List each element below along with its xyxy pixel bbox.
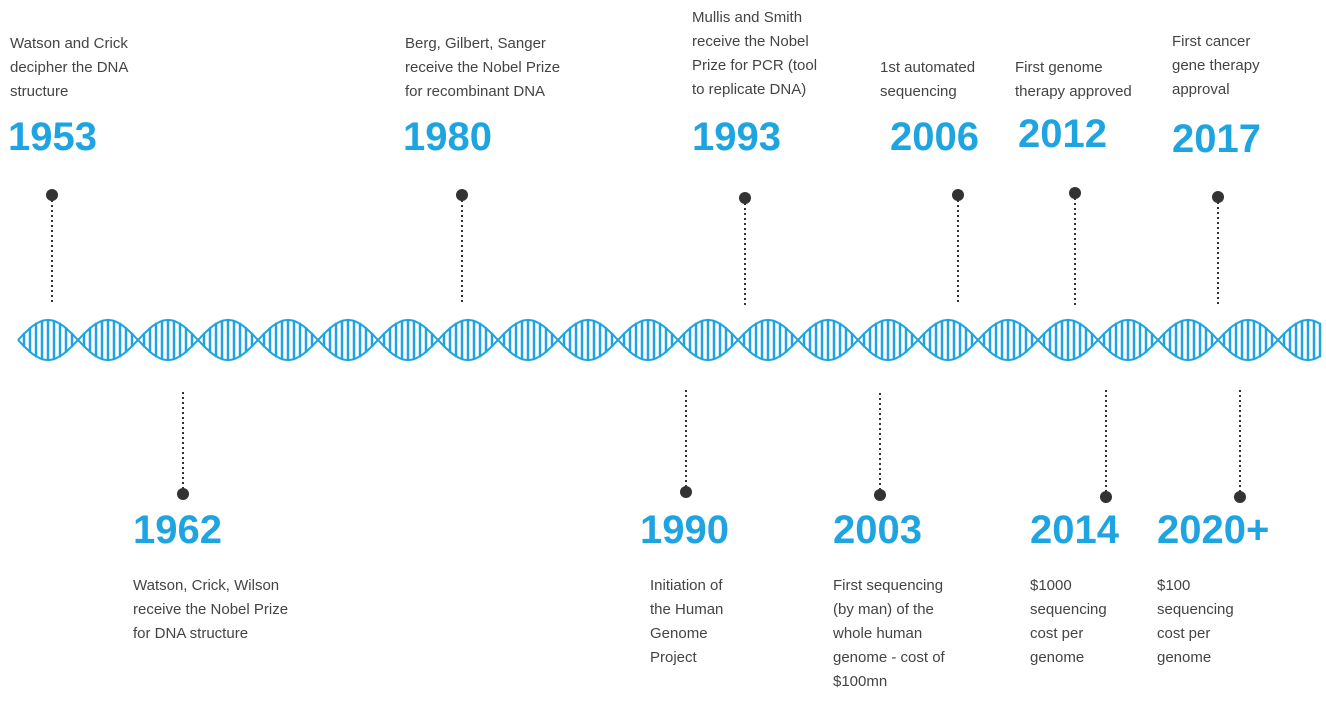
event-year: 1962 [133, 508, 222, 552]
event-text: First genome [1015, 59, 1103, 76]
event-year: 2006 [890, 115, 979, 159]
event-text: cost per [1157, 625, 1210, 642]
event-year: 2017 [1172, 117, 1261, 161]
event-text: sequencing [1030, 601, 1107, 618]
event-text: Prize for PCR (tool [692, 57, 817, 74]
event: 2014 $1000 sequencing cost per genome [1030, 390, 1120, 666]
event-text: $100 [1157, 577, 1190, 594]
event-text: genome - cost of [833, 649, 946, 666]
event-text: therapy approved [1015, 83, 1132, 100]
event-text: Mullis and Smith [692, 9, 802, 26]
event-text: approval [1172, 81, 1230, 98]
event-text: receive the Nobel Prize [405, 59, 560, 76]
event-text: Watson, Crick, Wilson [133, 577, 279, 594]
event: 1990 Initiation of the Human Genome Project [640, 390, 729, 666]
event-text: to replicate DNA) [692, 81, 806, 98]
dot [46, 189, 58, 201]
event: 1980 Berg, Gilbert, Sanger receive the Nob… [403, 35, 560, 305]
event-text: genome [1030, 649, 1084, 666]
event: 1993 Mullis and Smith receive the Nobel Pri… [692, 9, 817, 305]
event: 1962 Watson, Crick, Wilson receive the Nob… [133, 390, 288, 642]
event-year: 2012 [1018, 112, 1107, 156]
event-text: (by man) of the [833, 601, 934, 618]
event-year: 2014 [1030, 508, 1120, 552]
event-year: 1993 [692, 115, 781, 159]
event-text: receive the Nobel Prize [133, 601, 288, 618]
event-text: Initiation of [650, 577, 723, 594]
event-text: the Human [650, 601, 723, 618]
event-year: 1990 [640, 508, 729, 552]
event: 2017 First cancer gene therapy approval [1172, 33, 1261, 305]
event-year: 1953 [8, 115, 97, 159]
dot [1100, 491, 1112, 503]
event: 2020+ $100 sequencing cost per genome [1157, 390, 1269, 666]
event-text: cost per [1030, 625, 1083, 642]
event: 2012 First genome therapy approved [1015, 59, 1132, 305]
dot [1212, 191, 1224, 203]
event-text: First cancer [1172, 33, 1250, 50]
event-text: receive the Nobel [692, 33, 809, 50]
event-text: sequencing [880, 83, 957, 100]
dot [739, 192, 751, 204]
event-year: 1980 [403, 115, 492, 159]
event-text: decipher the DNA [10, 59, 128, 76]
dot [680, 486, 692, 498]
event-text: genome [1157, 649, 1211, 666]
dot [177, 488, 189, 500]
dot [952, 189, 964, 201]
event-text: $1000 [1030, 577, 1072, 594]
dot [874, 489, 886, 501]
event-text: 1st automated [880, 59, 975, 76]
event-text: sequencing [1157, 601, 1234, 618]
event-year: 2020+ [1157, 508, 1269, 552]
dot [1069, 187, 1081, 199]
event-text: Genome [650, 625, 708, 642]
event-text: whole human [832, 625, 922, 642]
event-year: 2003 [833, 508, 922, 552]
event-text: structure [10, 83, 68, 100]
event-text: for recombinant DNA [405, 83, 545, 100]
event-text: $100mn [833, 673, 887, 690]
event-text: Berg, Gilbert, Sanger [405, 35, 546, 52]
event-text: gene therapy [1172, 57, 1260, 74]
event: 2003 First sequencing (by man) of the whole… [832, 390, 946, 690]
event-text: Watson and Crick [10, 35, 128, 52]
dot [1234, 491, 1246, 503]
event: 2006 1st automated sequencing [880, 59, 979, 305]
event-text: Project [650, 649, 698, 666]
helix-rungs [22, 318, 1322, 362]
event-text: for DNA structure [133, 625, 248, 642]
event: 1953 Watson and Crick decipher the DNA stru… [8, 35, 128, 305]
event-text: First sequencing [833, 577, 943, 594]
dot [456, 189, 468, 201]
